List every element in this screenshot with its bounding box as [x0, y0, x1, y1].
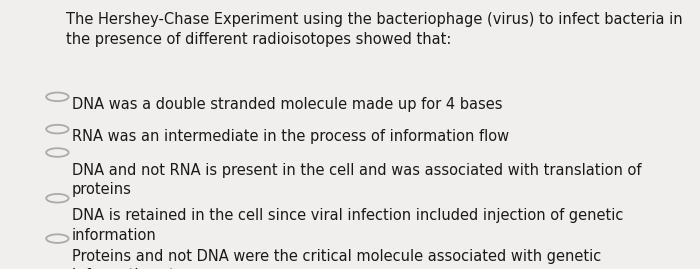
Text: The Hershey-Chase Experiment using the bacteriophage (virus) to infect bacteria : The Hershey-Chase Experiment using the b… [66, 12, 683, 47]
Text: DNA is retained in the cell since viral infection included injection of genetic
: DNA is retained in the cell since viral … [72, 208, 624, 243]
Text: Proteins and not DNA were the critical molecule associated with genetic
informat: Proteins and not DNA were the critical m… [72, 249, 601, 269]
Text: DNA and not RNA is present in the cell and was associated with translation of
pr: DNA and not RNA is present in the cell a… [72, 163, 642, 197]
Text: RNA was an intermediate in the process of information flow: RNA was an intermediate in the process o… [72, 129, 509, 144]
Text: DNA was a double stranded molecule made up for 4 bases: DNA was a double stranded molecule made … [72, 97, 503, 112]
